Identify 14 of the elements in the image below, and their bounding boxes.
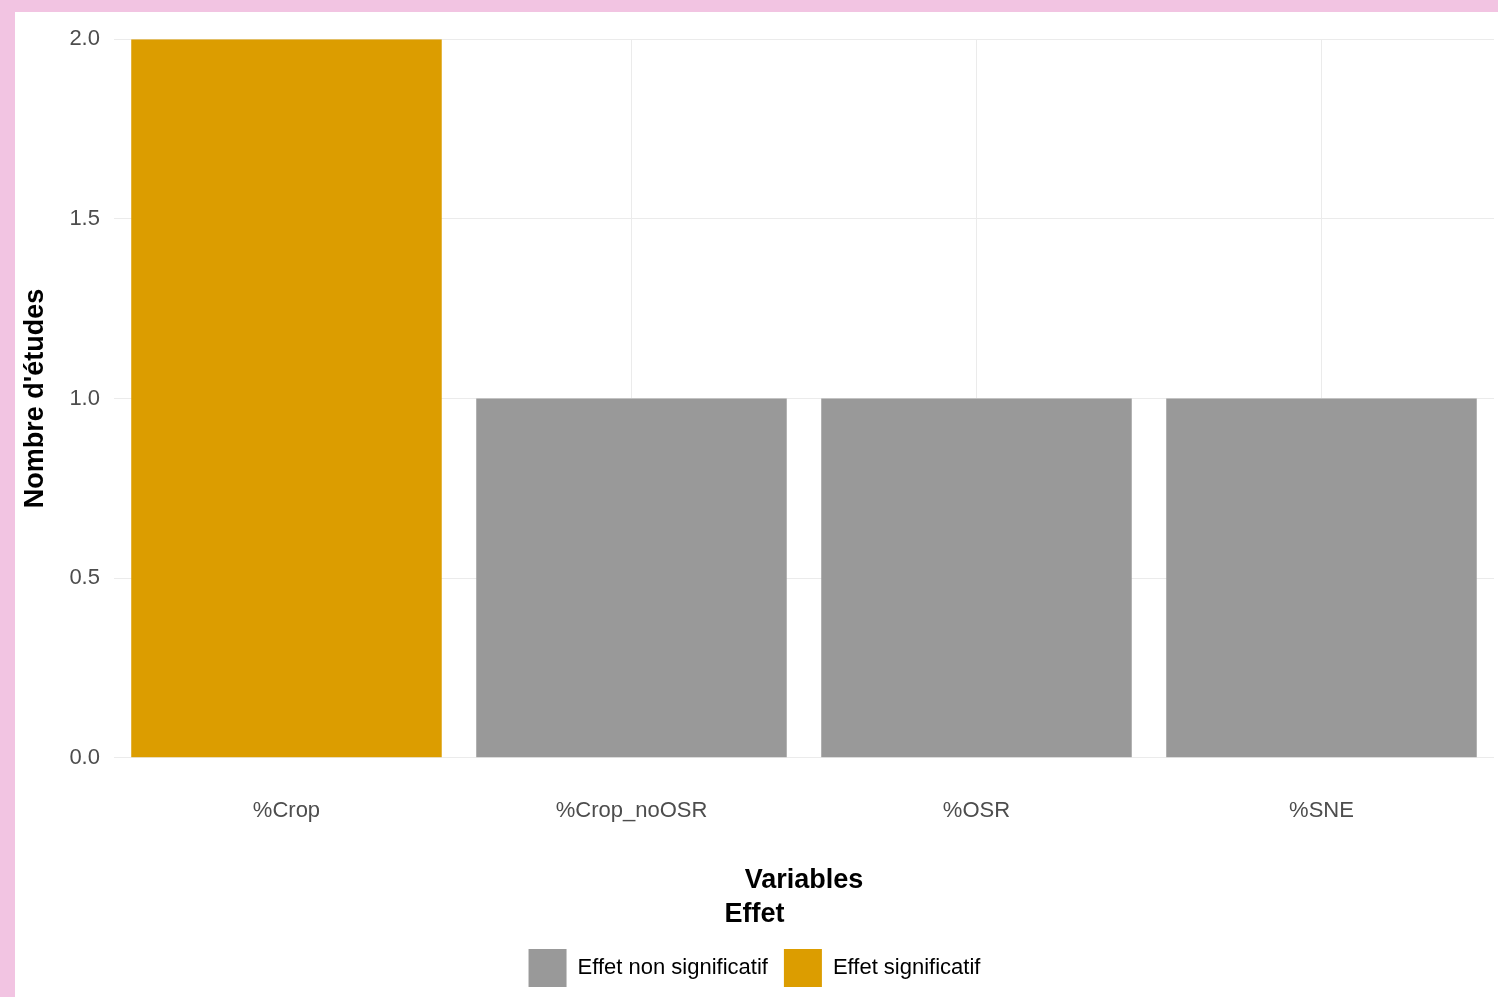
x-tick-label: %Crop <box>252 797 321 823</box>
x-tick-label: %SNE <box>1289 797 1354 823</box>
legend-title: Effet <box>724 897 785 928</box>
x-tick-label: %Crop_noOSR <box>555 797 708 823</box>
x-tick-label: %OSR <box>942 797 1011 823</box>
y-tick-label: 1.0 <box>69 384 100 410</box>
x-axis-title: Variables <box>744 863 864 894</box>
y-tick-label: 2.0 <box>69 25 100 51</box>
y-tick-label: 1.5 <box>69 204 100 230</box>
y-tick-label: 0.5 <box>69 564 100 590</box>
legend-label: Effet significatif <box>832 954 982 980</box>
y-axis-title: Nombre d'études <box>18 288 49 509</box>
y-tick-label: 0.0 <box>69 743 100 769</box>
legend-label: Effet non significatif <box>577 954 769 980</box>
